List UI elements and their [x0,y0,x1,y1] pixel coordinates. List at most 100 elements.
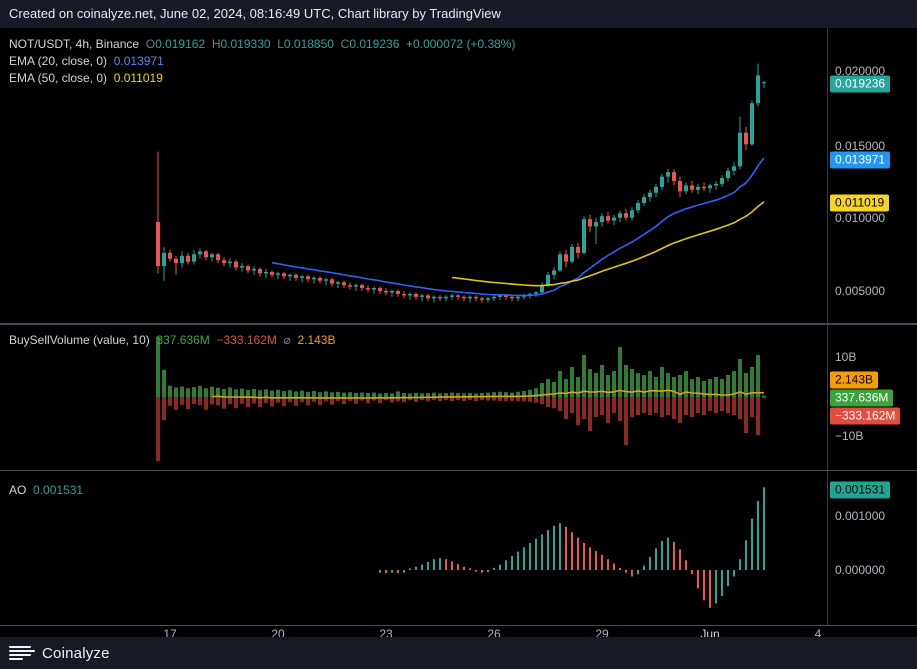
volume-buy-bar [468,393,472,397]
volume-buy-bar [432,392,436,397]
ao-bar [535,538,537,570]
ao-bar [577,537,579,570]
time-tick-4: 4 [814,627,822,641]
volume-sell-bar [714,397,718,413]
price-tick-ao: 0.000000 [835,563,886,577]
volume-buy-bar [180,386,184,397]
candlestick [486,298,490,300]
candlestick [234,261,238,268]
volume-buy-bar [174,387,178,397]
last-value-badge-ema50: 0.011019 [830,194,890,212]
candlestick [354,285,358,287]
volume-buy-bar [216,387,220,397]
volume-buy-bar [492,392,496,397]
volume-buy-bar [666,373,670,397]
pane-separator-volume-ao[interactable] [0,470,917,471]
volume-sell-bar [228,397,232,405]
volume-sell-bar [390,397,394,403]
volume-buy-bar [456,393,460,397]
volume-sell-bar [234,397,238,409]
candlestick [174,258,178,264]
volume-buy-bar [384,393,388,397]
candlestick [600,216,604,223]
coinalyze-brand: Coinalyze [42,644,110,662]
candlestick [714,183,718,186]
volume-sell-bar [540,397,544,405]
ao-bar [637,570,639,575]
volume-buy-bar [606,375,610,397]
volume-buy-bar [762,395,766,397]
volume-sell-bar [420,397,424,401]
volume-buy-bar [402,393,406,397]
volume-buy-bar [228,387,232,397]
volume-buy-bar [414,393,418,397]
candlestick [666,172,670,177]
volume-buy-bar [756,355,760,397]
volume-buy-bar [396,391,400,397]
chart-canvas[interactable] [0,28,827,637]
volume-buy-bar [594,373,598,397]
ao-bar [415,566,417,570]
volume-buy-bar [660,367,664,397]
candlestick [372,288,376,290]
candlestick [318,277,322,281]
candlestick [402,293,406,296]
ao-value: 0.001531 [33,483,84,497]
volume-sell-bar [708,397,712,411]
volume-sell-bar [426,397,430,402]
volume-buy-bar [264,389,268,397]
candlestick [366,288,370,290]
volume-sell-bar [672,397,676,419]
volume-buy-bar [588,369,592,397]
ao-bar [673,541,675,570]
volume-sell-bar [618,397,622,421]
volume-sell-bar [666,397,670,415]
candlestick [450,295,454,297]
candlestick [492,296,496,299]
volume-buy-bar [318,392,322,397]
candlestick [180,255,184,264]
last-value-badge-vol-avg: 2.143B [830,371,879,389]
volume-buy-bar [528,389,532,397]
pane-separator-main-volume[interactable] [0,323,917,325]
ao-bar [547,530,549,570]
ao-bar [505,560,507,570]
volume-sell-bar [306,397,310,406]
volume-buy-bar [186,388,190,397]
volume-buy-bar [234,389,238,397]
volume-sell-bar [642,397,646,413]
candlestick [720,178,724,184]
volume-buy-bar [366,393,370,397]
candlestick [750,103,754,145]
volume-sell-bar [192,397,196,405]
ema50-value: 0.011019 [113,71,163,85]
volume-avg-value: 2.143B [297,333,336,347]
volume-buy-bar [438,393,442,397]
volume-sell-bar [702,397,706,415]
ao-bar [511,555,513,570]
volume-buy-bar [480,393,484,397]
candlestick [654,186,658,193]
volume-buy-bar [462,393,466,397]
candlestick [582,219,586,253]
volume-sell-bar [288,397,292,403]
candlestick [342,282,346,286]
volume-buy-bar [726,375,730,397]
ao-bar [439,558,441,570]
ao-bar [703,570,705,601]
candlestick [282,273,286,277]
time-axis-separator [0,625,917,626]
volume-indicator-name: BuySellVolume (value, 10) [9,333,150,347]
ao-bar [433,559,435,570]
volume-sell-bar [492,397,496,401]
candlestick [246,266,250,271]
volume-sell-bar [636,397,640,415]
volume-sell-bar [294,397,298,406]
candlestick [660,176,664,187]
volume-buy-bar [330,392,334,397]
volume-sell-bar [156,397,160,461]
low-label: L [277,37,284,51]
volume-sell-bar [738,397,742,419]
volume-sell-bar [402,397,406,403]
ao-bar [493,567,495,570]
